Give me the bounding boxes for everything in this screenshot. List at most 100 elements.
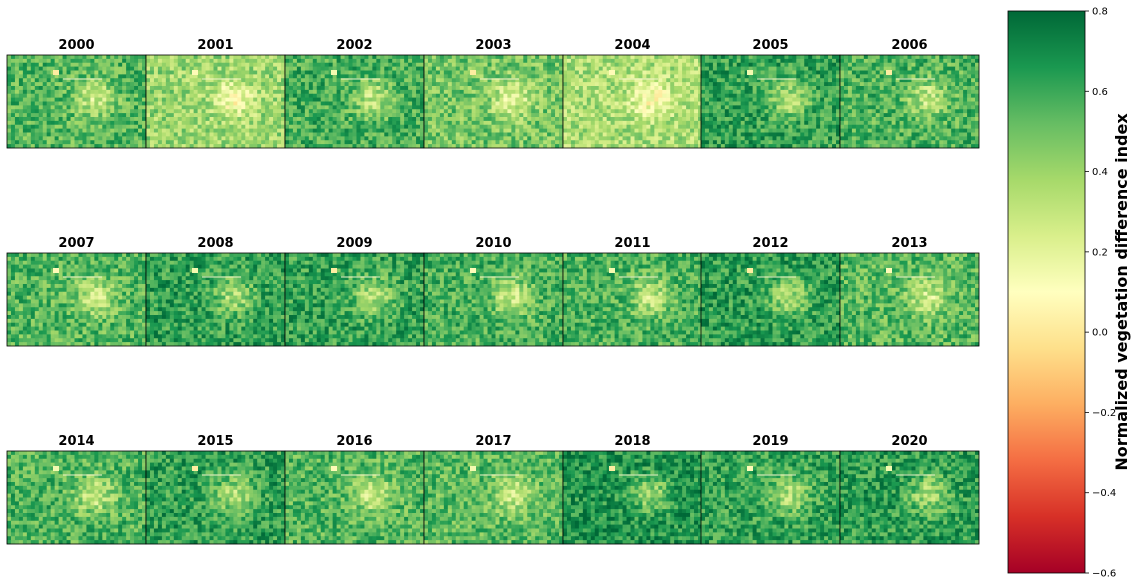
ndvi-pixel — [547, 120, 552, 125]
ndvi-pixel — [752, 70, 757, 75]
ndvi-pixel — [724, 136, 729, 141]
ndvi-pixel — [566, 97, 572, 102]
ndvi-pixel — [58, 101, 63, 106]
ndvi-pixel — [110, 113, 115, 118]
ndvi-pixel — [161, 66, 167, 71]
ndvi-pixel — [14, 144, 20, 149]
ndvi-pixel — [503, 66, 508, 71]
ndvi-pixel — [439, 82, 445, 87]
ndvi-pixel — [66, 62, 71, 67]
ndvi-pixel — [26, 93, 32, 98]
ndvi-pixel — [173, 82, 178, 87]
ndvi-pixel — [678, 136, 683, 141]
ndvi-pixel — [431, 101, 437, 106]
ndvi-pixel — [217, 74, 222, 79]
ndvi-pixel — [324, 109, 329, 114]
ndvi-pixel — [483, 136, 488, 141]
ndvi-pixel — [54, 144, 59, 149]
ndvi-pixel — [173, 66, 178, 71]
ndvi-pixel — [555, 55, 560, 60]
ndvi-pixel — [732, 105, 737, 110]
ndvi-pixel — [626, 74, 631, 79]
ndvi-pixel — [431, 89, 437, 94]
ndvi-pixel — [752, 120, 757, 125]
ndvi-pixel — [602, 78, 607, 83]
ndvi-pixel — [594, 62, 599, 67]
ndvi-pixel — [273, 128, 278, 133]
ndvi-pixel — [780, 132, 785, 137]
ndvi-pixel — [704, 70, 710, 75]
ndvi-pixel — [7, 82, 12, 87]
ndvi-pixel — [285, 66, 290, 71]
ndvi-pixel — [193, 117, 198, 122]
ndvi-pixel — [380, 109, 385, 114]
ndvi-pixel — [531, 74, 536, 79]
ndvi-pixel — [376, 70, 381, 75]
ndvi-pixel — [736, 78, 741, 83]
ndvi-pixel — [285, 109, 290, 114]
ndvi-pixel — [185, 124, 190, 129]
ndvi-pixel — [443, 70, 449, 75]
ndvi-pixel — [828, 97, 833, 102]
ndvi-pixel — [161, 101, 167, 106]
ndvi-pixel — [626, 120, 631, 125]
ndvi-pixel — [344, 89, 349, 94]
ndvi-pixel — [392, 124, 397, 129]
ndvi-pixel — [748, 101, 753, 106]
ndvi-pixel — [225, 86, 230, 91]
ndvi-pixel — [788, 101, 793, 106]
ndvi-pixel — [380, 62, 385, 67]
ndvi-pixel — [221, 70, 226, 75]
ndvi-pixel — [90, 132, 95, 137]
ndvi-pixel — [217, 113, 222, 118]
ndvi-pixel — [796, 82, 801, 87]
ndvi-pixel — [666, 62, 671, 67]
ndvi-pixel — [574, 82, 580, 87]
ndvi-pixel — [634, 144, 639, 149]
ndvi-pixel — [277, 120, 282, 125]
ndvi-pixel — [288, 117, 294, 122]
ndvi-pixel — [515, 136, 520, 141]
ndvi-pixel — [618, 66, 623, 71]
ndvi-pixel — [169, 86, 174, 91]
ndvi-pixel — [606, 97, 611, 102]
ndvi-pixel — [420, 62, 425, 67]
ndvi-pixel — [698, 58, 703, 63]
ndvi-pixel — [459, 136, 464, 141]
ndvi-pixel — [630, 101, 635, 106]
ndvi-pixel — [578, 109, 584, 114]
ndvi-pixel — [392, 97, 397, 102]
ndvi-pixel — [90, 140, 95, 145]
ndvi-pixel — [312, 101, 317, 106]
ndvi-pixel — [296, 132, 302, 137]
ndvi-pixel — [594, 78, 599, 83]
ndvi-pixel — [356, 101, 361, 106]
ndvi-pixel — [455, 89, 460, 94]
ndvi-pixel — [308, 109, 313, 114]
ndvi-pixel — [523, 132, 528, 137]
ndvi-pixel — [149, 136, 155, 141]
ndvi-pixel — [824, 120, 829, 125]
ndvi-pixel — [559, 62, 564, 67]
ndvi-pixel — [396, 128, 401, 133]
ndvi-pixel — [42, 124, 47, 129]
ndvi-pixel — [642, 120, 647, 125]
ndvi-pixel — [356, 93, 361, 98]
ndvi-pixel — [820, 117, 825, 122]
ndvi-pixel — [642, 117, 647, 122]
ndvi-pixel — [796, 66, 801, 71]
ndvi-pixel — [281, 105, 286, 110]
ndvi-pixel — [614, 66, 619, 71]
ndvi-pixel — [708, 74, 714, 79]
ndvi-pixel — [447, 136, 452, 141]
ndvi-pixel — [205, 144, 210, 149]
ndvi-pixel — [205, 132, 210, 137]
ndvi-pixel — [340, 101, 345, 106]
ndvi-pixel — [257, 101, 262, 106]
ndvi-pixel — [66, 89, 71, 94]
ndvi-pixel — [784, 109, 789, 114]
ndvi-pixel — [288, 55, 294, 60]
ndvi-pixel — [531, 93, 536, 98]
ndvi-pixel — [173, 62, 178, 67]
ndvi-pixel — [130, 120, 135, 125]
